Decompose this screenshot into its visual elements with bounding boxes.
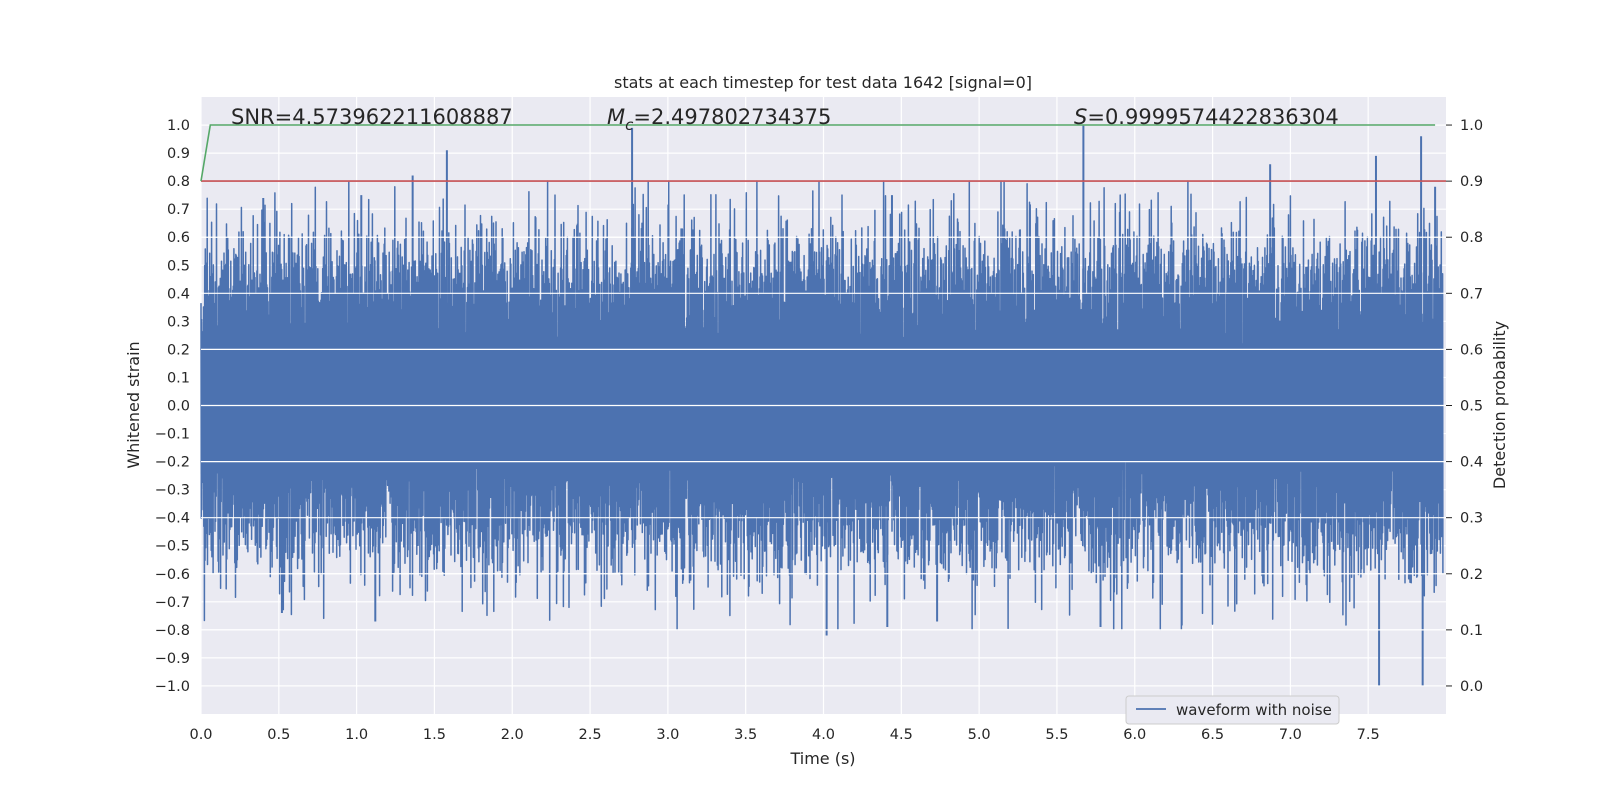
lines-layer: [200, 124, 1446, 182]
y-tick-label: −1.0: [155, 679, 190, 695]
right-tick-label: 0.4: [1460, 455, 1483, 471]
x-tick-label: 4.5: [890, 727, 913, 743]
annotation-chirp-mass-subscript: c: [625, 116, 634, 134]
x-tick-label: 5.5: [1045, 727, 1068, 743]
x-tick-label: 3.5: [734, 727, 757, 743]
right-tick-label: 0.7: [1460, 286, 1483, 302]
x-tick-label: 2.0: [501, 727, 524, 743]
x-tick-label: 6.5: [1201, 727, 1224, 743]
annotation-chirp-mass-symbol: M: [607, 105, 625, 129]
x-tick-label: 2.5: [579, 727, 602, 743]
y-tick-label: −0.6: [155, 567, 190, 583]
y-tick-label: −0.4: [155, 511, 190, 527]
x-tick-label: 1.5: [423, 727, 446, 743]
y-tick-label: −0.7: [155, 595, 190, 611]
y-tick-label: −0.1: [155, 427, 190, 443]
y-tick-label: 0.1: [167, 370, 190, 386]
right-axis-label: Detection probability: [1490, 321, 1509, 489]
annotation-score-symbol: S: [1074, 105, 1087, 129]
right-tick-label: 1.0: [1460, 118, 1483, 134]
y-axis-ticks: 1.0 0.9 0.8 0.7 0.6 0.5 0.4 0.3 0.2 0.1 0.0 −0.1 −0.…: [155, 118, 190, 695]
y-tick-label: 0.5: [167, 258, 190, 274]
annotation-chirp-mass-value: =2.497802734375: [633, 105, 831, 129]
y-tick-label: 1.0: [167, 118, 190, 134]
y-tick-label: −0.2: [155, 455, 190, 471]
right-tick-label: 0.9: [1460, 174, 1483, 190]
y-tick-label: −0.8: [155, 623, 190, 639]
legend: waveform with noise: [1125, 695, 1340, 725]
x-axis-label: Time (s): [789, 749, 855, 768]
right-tick-label: 0.1: [1460, 623, 1483, 639]
detection-probability-line: [200, 124, 1436, 182]
y-tick-label: 0.0: [167, 399, 190, 415]
right-tick-label: 0.2: [1460, 567, 1483, 583]
x-tick-label: 6.0: [1123, 727, 1146, 743]
right-tick-label: 0.0: [1460, 679, 1483, 695]
right-axis-ticks: 1.0 0.9 0.8 0.7 0.6 0.5 0.4 0.3 0.2 0.1 0.0: [1446, 118, 1483, 695]
right-tick-label: 0.3: [1460, 511, 1483, 527]
annotation-score: S=0.9999574422836304: [1074, 105, 1339, 129]
y-tick-label: 0.7: [167, 202, 190, 218]
x-tick-label: 0.0: [189, 727, 212, 743]
waveform-layer: [200, 125, 1444, 686]
y-tick-label: −0.3: [155, 483, 190, 499]
x-tick-label: 5.0: [968, 727, 991, 743]
waveform-line: [200, 180, 1444, 631]
annotation-snr: SNR=4.573962211608887: [231, 105, 513, 129]
y-tick-label: 0.3: [167, 314, 190, 330]
x-tick-label: 7.0: [1279, 727, 1302, 743]
x-axis-ticks: 0.0 0.5 1.0 1.5 2.0 2.5 3.0 3.5 4.0 4.5 5.0 5.5 6.0 6…: [189, 727, 1379, 743]
x-tick-label: 1.0: [345, 727, 368, 743]
y-tick-label: 0.9: [167, 146, 190, 162]
right-tick-label: 0.8: [1460, 230, 1483, 246]
right-tick-label: 0.6: [1460, 342, 1483, 358]
x-tick-label: 4.0: [812, 727, 835, 743]
x-tick-label: 7.5: [1357, 727, 1380, 743]
y-tick-label: −0.9: [155, 651, 190, 667]
chart-title: stats at each timestep for test data 164…: [614, 73, 1032, 92]
y-tick-label: −0.5: [155, 539, 190, 555]
legend-frame: [1125, 695, 1340, 725]
y-tick-label: 0.8: [167, 174, 190, 190]
x-tick-label: 0.5: [267, 727, 290, 743]
right-tick-label: 0.5: [1460, 399, 1483, 415]
y-tick-label: 0.2: [167, 342, 190, 358]
y-axis-label: Whitened strain: [124, 341, 143, 468]
annotation-chirp-mass: Mc=2.497802734375: [607, 105, 831, 134]
legend-label: waveform with noise: [1176, 701, 1332, 719]
annotation-score-value: =0.9999574422836304: [1087, 105, 1338, 129]
x-tick-label: 3.0: [656, 727, 679, 743]
y-tick-label: 0.6: [167, 230, 190, 246]
y-tick-label: 0.4: [167, 286, 190, 302]
